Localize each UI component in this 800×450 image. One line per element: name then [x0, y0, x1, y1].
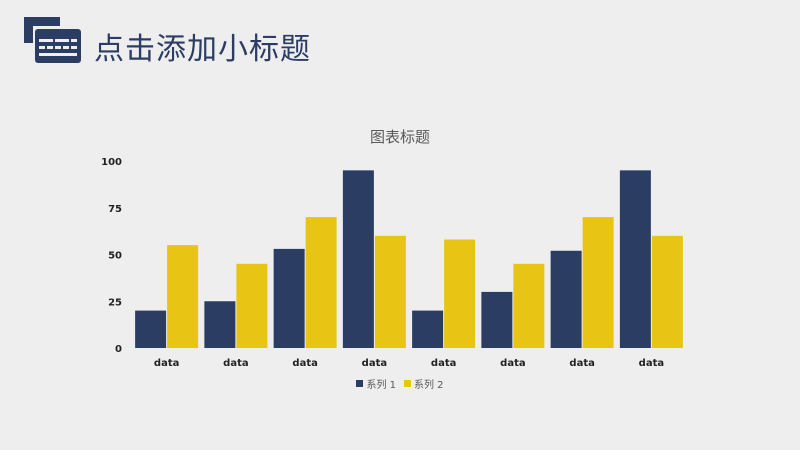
legend-item-series-1: 系列 1 [356, 376, 396, 391]
x-tick-label: data [292, 358, 317, 369]
bar-series-1 [412, 310, 444, 348]
x-tick-label: data [362, 358, 387, 369]
y-tick-label: 75 [108, 204, 122, 215]
y-tick-label: 25 [108, 297, 122, 308]
bar-series-2 [167, 245, 199, 348]
bar-series-1 [481, 291, 513, 348]
bar-series-2 [374, 235, 406, 348]
chart-legend: 系列 1 系列 2 [0, 376, 800, 391]
bar-series-1 [273, 248, 305, 348]
bar-series-2 [305, 217, 337, 348]
bar-series-1 [550, 250, 582, 348]
slide-title: 点击添加小标题 [94, 32, 311, 67]
bar-series-2 [513, 263, 545, 348]
y-tick-label: 0 [115, 344, 122, 355]
bar-series-2 [582, 217, 614, 348]
legend-swatch [404, 380, 411, 387]
bar-series-2 [444, 239, 476, 348]
bar-series-2 [651, 235, 683, 348]
x-tick-label: data [431, 358, 456, 369]
slide-header: 点击添加小标题 [22, 12, 522, 72]
bar-series-1 [619, 170, 651, 348]
legend-label: 系列 2 [414, 380, 444, 391]
legend-item-series-2: 系列 2 [404, 376, 444, 391]
y-tick-label: 100 [101, 157, 122, 168]
x-tick-label: data [223, 358, 248, 369]
chart-title: 图表标题 [369, 128, 430, 146]
legend-label: 系列 1 [366, 380, 396, 391]
bar-series-1 [204, 301, 236, 348]
credit-card-icon [24, 17, 81, 63]
y-tick-label: 50 [108, 251, 122, 262]
bar-series-1 [342, 170, 374, 348]
x-tick-label: data [639, 358, 664, 369]
bar-series-1 [135, 310, 167, 348]
x-tick-label: data [500, 358, 525, 369]
x-tick-label: data [154, 358, 179, 369]
x-tick-label: data [569, 358, 594, 369]
bar-series-2 [236, 263, 268, 348]
legend-swatch [356, 380, 364, 387]
